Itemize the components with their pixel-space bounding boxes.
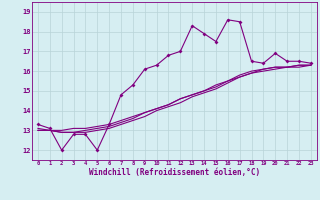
- X-axis label: Windchill (Refroidissement éolien,°C): Windchill (Refroidissement éolien,°C): [89, 168, 260, 177]
